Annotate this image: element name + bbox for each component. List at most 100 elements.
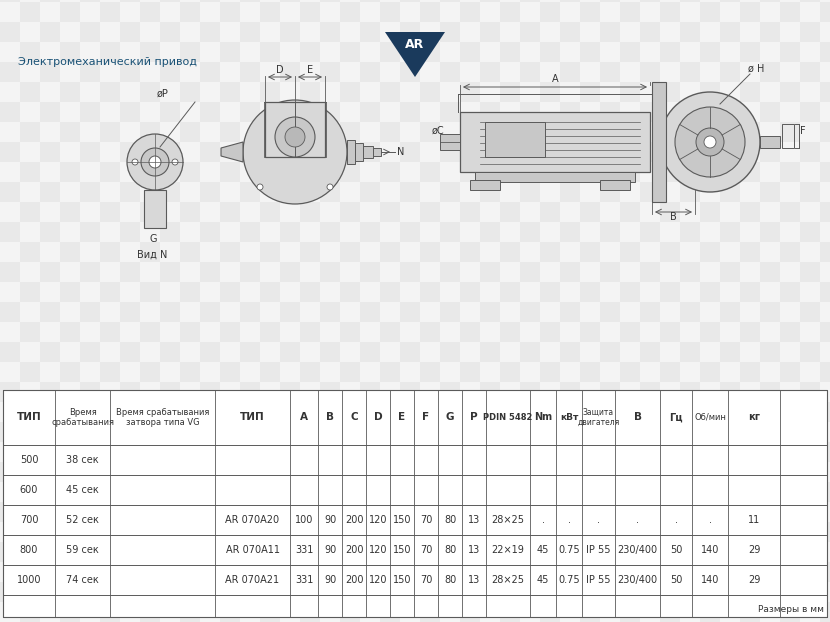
Bar [60,582,80,602]
Bar [760,322,780,342]
Bar [140,362,160,382]
Bar [360,62,380,82]
Bar [700,562,720,582]
Bar [740,222,760,242]
Bar [660,22,680,42]
Bar [0,582,20,602]
Bar [600,282,620,302]
Bar [800,0,820,2]
Bar [360,442,380,462]
Bar [20,542,40,562]
Bar [120,402,140,422]
Text: 52 сек: 52 сек [66,515,99,525]
Bar [120,102,140,122]
Bar [180,302,200,322]
Bar [500,142,520,162]
Bar [700,82,720,102]
Bar [600,522,620,542]
Bar [280,82,300,102]
Bar [820,162,830,182]
Text: AR 070A20: AR 070A20 [226,515,280,525]
Bar [460,162,480,182]
Bar [500,282,520,302]
Bar [800,562,820,582]
Bar [220,462,240,482]
Bar [520,482,540,502]
Bar [740,602,760,622]
Bar [360,42,380,62]
Bar [80,402,100,422]
Bar [680,482,700,502]
Bar [40,382,60,402]
Bar [780,582,800,602]
Bar [400,442,420,462]
Bar [300,302,320,322]
Bar [180,42,200,62]
Bar [200,582,220,602]
Bar [380,162,400,182]
Bar [100,502,120,522]
Bar [220,322,240,342]
Bar [580,102,600,122]
Bar [400,502,420,522]
Bar [260,62,280,82]
Bar [200,2,220,22]
Bar [120,282,140,302]
Bar [560,142,580,162]
Bar [40,302,60,322]
Bar [260,122,280,142]
Bar [100,362,120,382]
Bar [700,62,720,82]
Bar [20,242,40,262]
Bar [680,82,700,102]
Bar [40,522,60,542]
Bar [720,242,740,262]
Bar [380,542,400,562]
Bar [820,402,830,422]
Bar [320,162,340,182]
Bar [460,102,480,122]
Bar [680,582,700,602]
Circle shape [132,159,138,165]
Bar [360,182,380,202]
Bar [220,62,240,82]
Bar [800,482,820,502]
Text: øP: øP [157,89,168,99]
Bar [740,202,760,222]
Bar [820,282,830,302]
Bar [200,502,220,522]
Bar [640,282,660,302]
Bar [200,62,220,82]
Bar [760,462,780,482]
Bar [600,42,620,62]
Bar [20,442,40,462]
Bar [520,382,540,402]
Bar [820,522,830,542]
Bar [320,142,340,162]
Bar [580,182,600,202]
Bar [820,382,830,402]
Bar [520,2,540,22]
Bar [475,172,635,182]
Bar [640,42,660,62]
Text: G: G [149,234,157,244]
Bar [500,22,520,42]
Text: 120: 120 [369,545,388,555]
Bar [380,222,400,242]
Bar [420,262,440,282]
Bar [740,22,760,42]
Bar [280,2,300,22]
Bar [800,142,820,162]
Bar [320,542,340,562]
Bar [600,462,620,482]
Bar [240,182,260,202]
Bar [460,0,480,2]
Bar [560,342,580,362]
Bar [80,522,100,542]
Bar [220,2,240,22]
Bar [620,302,640,322]
Bar [540,182,560,202]
Bar [200,282,220,302]
Bar [740,282,760,302]
Circle shape [660,92,760,192]
